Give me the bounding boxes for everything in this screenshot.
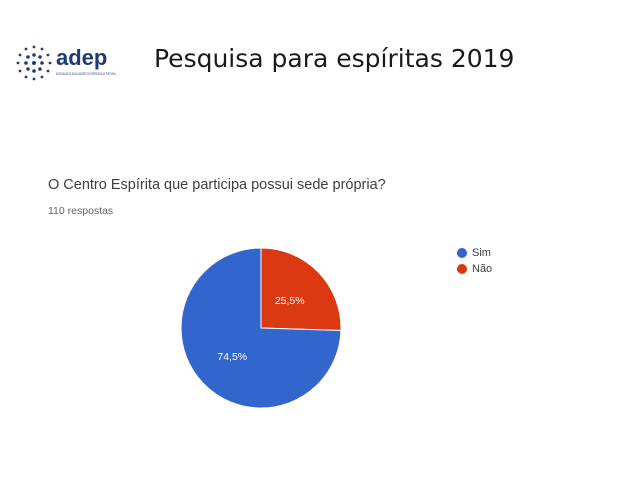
logo-subtext: ASSOCIAÇÃO DE DIVULGADORES DO ESPIRITISM… [56, 71, 116, 76]
legend-swatch-nao [457, 264, 467, 274]
legend-item-nao: Não [457, 261, 492, 277]
data-label-sim: 74,5% [217, 351, 247, 363]
legend-label: Sim [472, 247, 491, 259]
question-title: O Centro Espírita que participa possui s… [48, 177, 386, 193]
chart-legend: Sim Não [457, 245, 492, 277]
logo-text: adep [56, 45, 107, 70]
response-count: 110 respostas [48, 205, 114, 217]
legend-item-sim: Sim [457, 245, 492, 261]
legend-swatch-sim [457, 248, 467, 258]
logo-dots-icon [16, 45, 52, 81]
legend-label: Não [472, 263, 493, 275]
page-title: Pesquisa para espíritas 2019 [154, 44, 515, 73]
data-label-nao: 25,5% [275, 295, 305, 307]
logo: adep ASSOCIAÇÃO DE DIVULGADORES DO ESPIR… [14, 40, 124, 86]
pie-slice-nao [260, 247, 342, 332]
pie-slice-sim [180, 247, 342, 409]
